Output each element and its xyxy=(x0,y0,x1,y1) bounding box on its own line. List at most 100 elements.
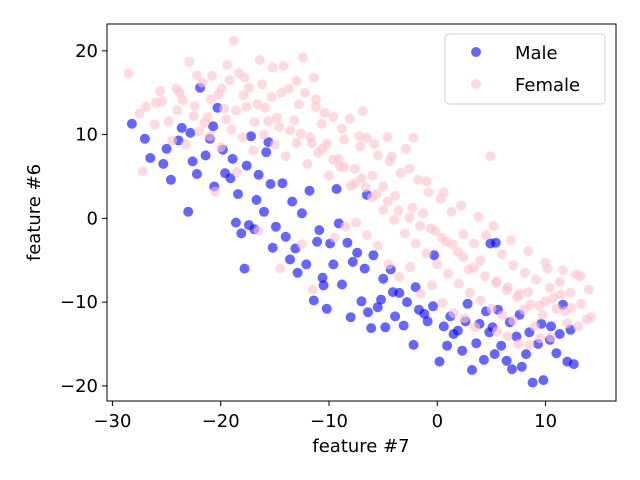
male-point xyxy=(236,228,247,239)
female-point xyxy=(259,129,269,140)
female-point xyxy=(339,134,350,145)
female-point xyxy=(573,321,584,332)
male-point xyxy=(380,322,391,333)
female-point xyxy=(447,239,458,250)
female-point xyxy=(351,217,362,228)
female-point xyxy=(473,211,484,222)
female-point xyxy=(383,259,394,270)
female-point xyxy=(295,128,306,139)
female-point xyxy=(404,163,415,174)
male-point xyxy=(185,127,196,138)
female-point xyxy=(260,102,271,113)
female-point xyxy=(586,312,597,323)
male-point xyxy=(363,307,373,318)
male-point xyxy=(145,153,156,163)
female-point xyxy=(141,101,151,112)
female-point xyxy=(199,117,210,128)
legend-label-female: Female xyxy=(515,75,580,96)
male-point xyxy=(490,237,501,248)
female-point xyxy=(266,91,277,102)
female-point xyxy=(390,190,401,201)
female-point xyxy=(555,289,566,300)
female-point xyxy=(253,225,264,236)
female-point xyxy=(404,212,415,223)
x-tick-label: −20 xyxy=(202,411,240,432)
female-point xyxy=(382,132,393,143)
female-point xyxy=(324,170,334,181)
male-point xyxy=(342,237,353,248)
female-point xyxy=(421,248,432,259)
male-point xyxy=(372,302,383,313)
female-point xyxy=(456,200,467,211)
female-point xyxy=(408,132,419,143)
female-point xyxy=(394,272,405,282)
female-point xyxy=(210,186,221,197)
male-point xyxy=(259,206,269,217)
male-point xyxy=(538,375,549,386)
female-point xyxy=(415,220,425,231)
male-point xyxy=(452,325,463,336)
female-point xyxy=(546,332,556,343)
female-point xyxy=(432,259,443,270)
female-point xyxy=(267,62,278,73)
male-point xyxy=(507,364,517,375)
x-tick-label: −30 xyxy=(93,411,131,432)
female-point xyxy=(280,151,291,162)
male-point xyxy=(161,143,172,154)
female-point xyxy=(523,246,534,256)
female-point xyxy=(372,241,383,251)
female-point xyxy=(328,112,339,122)
female-point xyxy=(497,249,508,260)
female-point xyxy=(372,150,383,161)
female-point xyxy=(328,154,339,165)
female-point xyxy=(184,56,195,67)
female-point xyxy=(491,326,502,337)
male-point xyxy=(253,169,264,180)
female-point xyxy=(275,263,286,274)
male-point xyxy=(554,329,565,339)
male-point xyxy=(304,185,315,196)
female-point xyxy=(548,293,559,303)
male-point xyxy=(410,282,421,293)
female-point xyxy=(367,170,378,181)
male-point xyxy=(239,263,250,274)
male-point xyxy=(183,206,194,217)
male-point xyxy=(516,361,527,372)
female-point xyxy=(272,112,282,123)
male-point xyxy=(394,287,405,298)
legend-marker-female xyxy=(471,79,481,89)
female-point xyxy=(469,238,480,249)
male-point xyxy=(337,279,347,290)
female-point xyxy=(530,274,541,285)
female-point xyxy=(316,118,327,129)
y-tick-label: 20 xyxy=(75,41,98,62)
female-point xyxy=(520,267,530,278)
male-point xyxy=(165,174,176,185)
male-point xyxy=(429,250,440,261)
male-point xyxy=(208,121,219,132)
female-point xyxy=(357,106,368,117)
female-point xyxy=(421,176,432,187)
male-point xyxy=(270,221,281,232)
male-point xyxy=(301,259,312,270)
male-point xyxy=(233,189,243,200)
female-point xyxy=(395,168,406,179)
female-point xyxy=(285,125,295,136)
female-point xyxy=(155,86,166,96)
male-point xyxy=(191,169,202,179)
male-point xyxy=(267,242,278,253)
male-point xyxy=(467,365,477,375)
plot-frame xyxy=(106,23,617,402)
male-point xyxy=(390,311,401,322)
female-point xyxy=(438,187,449,198)
male-point xyxy=(200,150,211,161)
female-point xyxy=(278,60,289,71)
female-point xyxy=(386,151,397,162)
male-point xyxy=(251,194,262,205)
male-point xyxy=(318,280,329,291)
male-point xyxy=(331,184,342,194)
male-point xyxy=(402,297,412,308)
female-point xyxy=(407,202,418,213)
female-point xyxy=(188,111,199,122)
